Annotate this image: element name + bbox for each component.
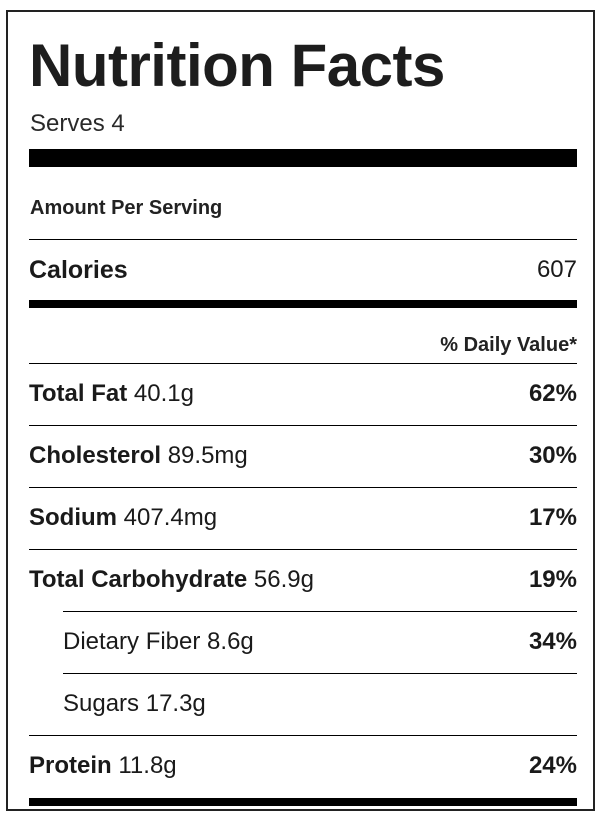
nutrient-row-protein: Protein 11.8g 24%	[29, 736, 577, 796]
nutrient-row-total-fat: Total Fat 40.1g 62%	[29, 364, 577, 424]
nutrient-row-total-carbohydrate: Total Carbohydrate 56.9g 19%	[29, 550, 577, 610]
nutrient-amount: 89.5mg	[167, 442, 248, 469]
divider	[29, 363, 577, 364]
nutrient-amount: 407.4mg	[123, 504, 218, 531]
nutrient-percent: 17%	[528, 504, 577, 531]
divider	[63, 611, 577, 612]
calories-value: 607	[536, 256, 577, 283]
nutrient-percent: 62%	[528, 380, 577, 407]
label-title: Nutrition Facts	[29, 32, 445, 99]
nutrient-name: Dietary Fiber	[63, 628, 201, 655]
medium-divider	[29, 300, 577, 308]
nutrient-row-dietary-fiber: Dietary Fiber 8.6g 34%	[63, 612, 577, 672]
nutrient-name: Protein	[29, 752, 112, 779]
amount-per-serving-heading: Amount Per Serving	[30, 197, 223, 219]
servings-text: Serves 4	[30, 110, 125, 137]
divider	[63, 673, 577, 674]
divider	[29, 239, 577, 240]
nutrient-row-cholesterol: Cholesterol 89.5mg 30%	[29, 426, 577, 486]
nutrient-name: Sodium	[29, 504, 117, 531]
calories-label: Calories	[29, 255, 128, 284]
nutrient-amount: 11.8g	[118, 752, 177, 779]
divider	[29, 487, 577, 488]
nutrient-amount: 17.3g	[145, 690, 206, 717]
nutrient-percent: 24%	[528, 752, 577, 779]
divider	[29, 735, 577, 736]
nutrient-amount: 40.1g	[133, 380, 194, 407]
calories-row: Calories 607	[29, 240, 577, 300]
nutrient-amount: 8.6g	[207, 628, 254, 655]
nutrient-row-sodium: Sodium 407.4mg 17%	[29, 488, 577, 548]
nutrient-percent: 30%	[528, 442, 577, 469]
nutrient-row-sugars: Sugars 17.3g	[63, 674, 577, 734]
nutrient-percent: 19%	[528, 566, 577, 593]
divider	[29, 549, 577, 550]
nutrient-name: Total Carbohydrate	[29, 566, 248, 593]
thick-divider-bottom	[29, 798, 577, 806]
nutrient-percent: 34%	[528, 628, 577, 655]
nutrient-amount: 56.9g	[253, 566, 314, 593]
nutrient-name: Sugars	[63, 690, 140, 717]
daily-value-header: % Daily Value*	[440, 334, 577, 356]
nutrient-name: Cholesterol	[29, 442, 162, 469]
divider	[29, 425, 577, 426]
nutrient-name: Total Fat	[29, 380, 128, 407]
thick-divider-top	[29, 149, 577, 167]
nutrition-facts-label: Nutrition Facts Serves 4 Amount Per Serv…	[6, 10, 595, 811]
